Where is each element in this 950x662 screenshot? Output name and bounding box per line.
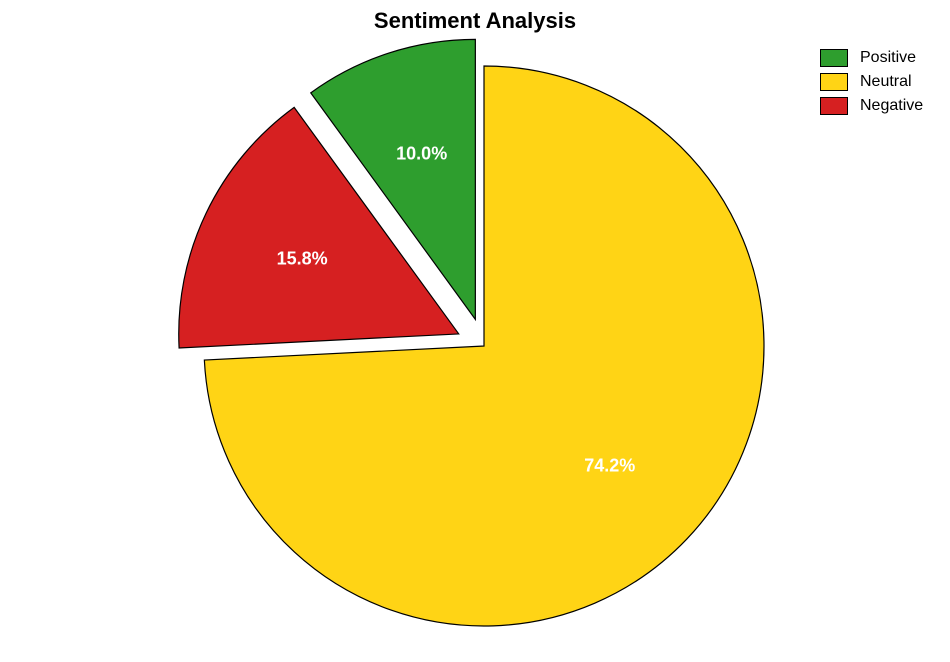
- legend-item-positive: Positive: [820, 46, 923, 70]
- sentiment-pie-chart: Sentiment Analysis PositiveNeutralNegati…: [0, 0, 950, 662]
- pct-label-positive: 10.0%: [396, 144, 447, 165]
- legend-item-neutral: Neutral: [820, 70, 923, 94]
- pie-svg: [0, 0, 950, 662]
- legend-swatch-negative: [820, 97, 848, 115]
- legend-swatch-neutral: [820, 73, 848, 91]
- legend: Positive Neutral Negative: [820, 46, 923, 118]
- legend-label-negative: Negative: [860, 97, 923, 115]
- legend-item-negative: Negative: [820, 94, 923, 118]
- pct-label-neutral: 74.2%: [584, 455, 635, 476]
- legend-label-positive: Positive: [860, 49, 916, 67]
- legend-label-neutral: Neutral: [860, 73, 912, 91]
- pct-label-negative: 15.8%: [277, 249, 328, 270]
- legend-swatch-positive: [820, 49, 848, 67]
